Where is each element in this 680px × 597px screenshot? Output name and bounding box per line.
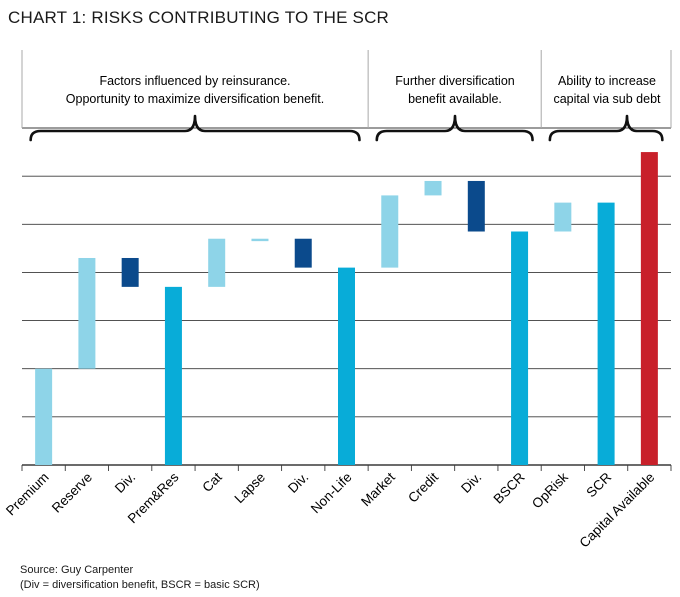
annotation-1-line1: Factors influenced by reinsurance. bbox=[99, 74, 290, 88]
annotation-2-line1: Further diversification bbox=[395, 74, 515, 88]
x-tick-label: Non-Life bbox=[308, 470, 355, 517]
x-tick-label: Div. bbox=[112, 470, 138, 496]
x-tick-label: BSCR bbox=[491, 469, 528, 506]
group-dividers bbox=[21, 50, 672, 128]
x-tick-label: Lapse bbox=[231, 470, 268, 507]
group-brace bbox=[375, 114, 534, 142]
bar-4 bbox=[164, 286, 182, 465]
source-note: Source: Guy Carpenter bbox=[20, 564, 134, 576]
bar-9 bbox=[381, 195, 399, 268]
bar-8 bbox=[338, 267, 355, 465]
group-annotations: Factors influenced by reinsurance. Oppor… bbox=[66, 74, 661, 106]
annotation-1-line2: Opportunity to maximize diversification … bbox=[66, 92, 324, 106]
bar-10 bbox=[424, 180, 442, 196]
x-tick-label: Market bbox=[358, 469, 398, 509]
bar-7 bbox=[294, 238, 312, 268]
bar-13 bbox=[554, 202, 572, 232]
bar-series bbox=[35, 152, 658, 466]
bar-1 bbox=[35, 368, 53, 465]
annotation-2-line2: benefit available. bbox=[408, 92, 502, 106]
bar-15 bbox=[640, 152, 658, 466]
bar-6 bbox=[251, 238, 269, 242]
group-brace bbox=[548, 114, 664, 142]
x-tick-label: Cat bbox=[199, 469, 225, 495]
bar-14 bbox=[597, 202, 615, 465]
annotation-3-line1: Ability to increase bbox=[558, 74, 656, 88]
group-brace bbox=[29, 114, 361, 142]
x-tick-label: OpRisk bbox=[529, 469, 571, 511]
x-tick-label: Reserve bbox=[49, 470, 95, 516]
bar-5 bbox=[208, 238, 226, 287]
group-braces bbox=[29, 114, 664, 142]
x-tick-label: Capital Available bbox=[576, 470, 657, 551]
annotation-3-line2: capital via sub debt bbox=[553, 92, 661, 106]
bar-12 bbox=[511, 231, 529, 465]
bar-3 bbox=[121, 257, 139, 287]
x-tick-label: SCR bbox=[583, 469, 614, 500]
x-tick-label: Div. bbox=[285, 470, 311, 496]
x-tick-label: Premium bbox=[3, 470, 52, 519]
bar-11 bbox=[467, 180, 485, 232]
x-tick-label: Div. bbox=[458, 470, 484, 496]
bar-2 bbox=[78, 257, 96, 369]
abbreviation-note: (Div = diversification benefit, BSCR = b… bbox=[20, 579, 260, 591]
chart-title: CHART 1: RISKS CONTRIBUTING TO THE SCR bbox=[8, 8, 390, 27]
x-tick-label: Credit bbox=[405, 469, 441, 505]
